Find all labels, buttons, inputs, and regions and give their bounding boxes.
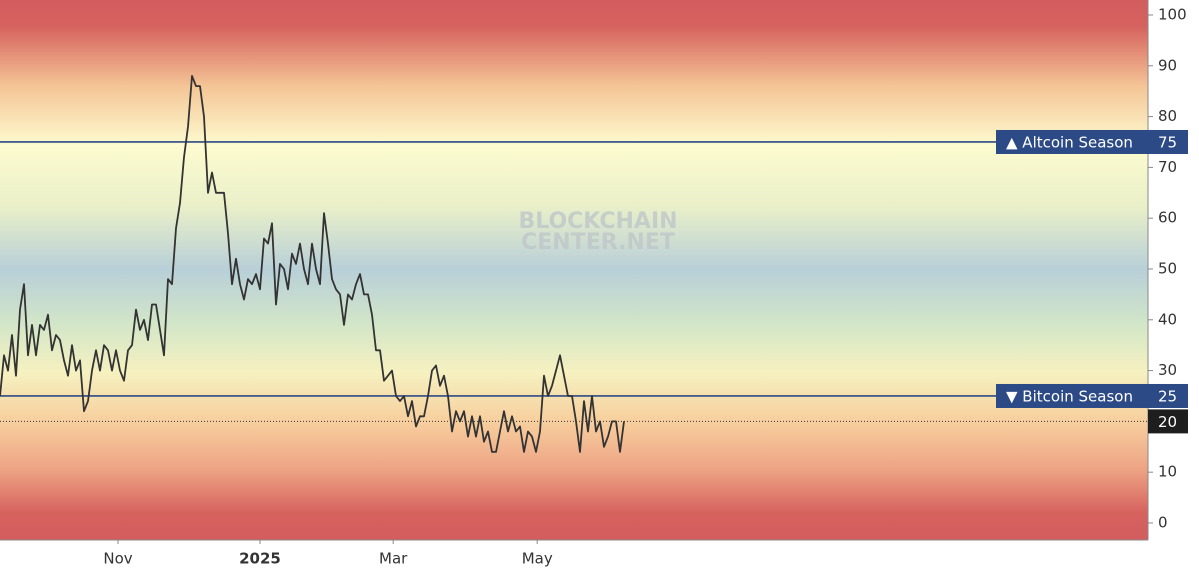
threshold-badge [996,383,1188,408]
y-tick-label: 100 [1158,5,1187,23]
y-tick-label: 40 [1158,310,1177,328]
x-tick-label: 2025 [239,550,281,568]
last-value-label: 20 [1158,413,1177,431]
threshold-value: 75 [1158,133,1177,151]
y-tick-label: 50 [1158,259,1177,277]
y-tick-label: 80 [1158,107,1177,125]
x-tick-label: May [522,550,553,568]
y-tick-label: 10 [1158,463,1177,481]
x-tick-label: Mar [379,550,408,568]
y-tick-label: 70 [1158,158,1177,176]
x-tick-label: Nov [103,550,132,568]
y-tick-label: 60 [1158,209,1177,227]
threshold-value: 25 [1158,387,1177,405]
y-tick-label: 30 [1158,361,1177,379]
threshold-badge [996,129,1188,154]
watermark: CENTER.NET [521,230,675,255]
threshold-label: ▼ Bitcoin Season [1006,387,1133,405]
y-tick-label: 0 [1158,513,1168,531]
y-tick-label: 90 [1158,56,1177,74]
watermark: BLOCKCHAIN [518,209,677,234]
series-line [0,75,625,453]
threshold-label: ▲ Altcoin Season [1006,133,1133,151]
last-value-badge [1148,409,1188,434]
